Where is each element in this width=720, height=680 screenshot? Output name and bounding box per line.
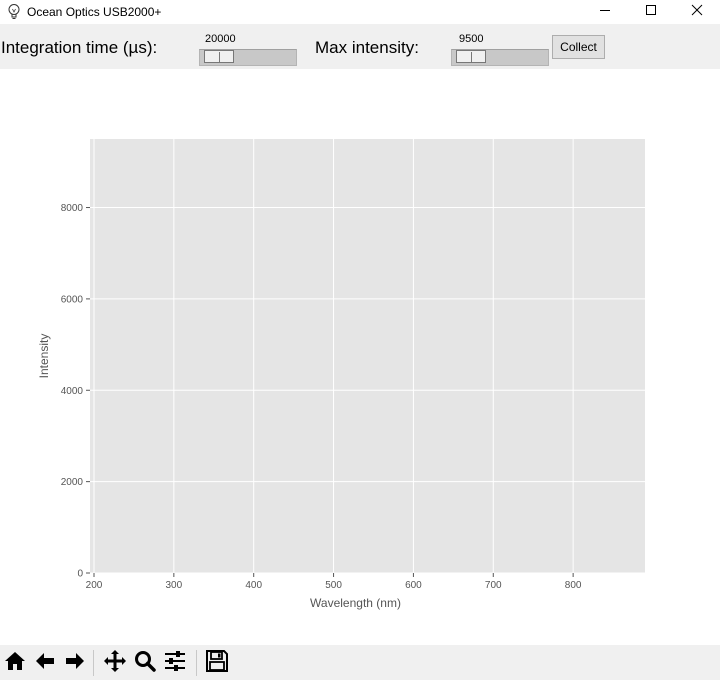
maximize-button[interactable] <box>628 0 674 24</box>
minimize-button[interactable] <box>582 0 628 24</box>
integration-time-slider[interactable] <box>199 49 297 66</box>
save-button[interactable] <box>203 649 231 677</box>
plot-area <box>90 139 645 573</box>
x-tick-label: 200 <box>86 580 103 591</box>
y-tick-label: 8000 <box>61 203 84 214</box>
integration-time-slider-handle[interactable] <box>204 50 234 63</box>
close-button[interactable] <box>674 0 720 24</box>
zoom-button[interactable] <box>131 649 159 677</box>
forward-arrow-icon <box>63 649 87 678</box>
home-icon <box>3 649 27 678</box>
navigation-toolbar <box>0 645 720 680</box>
subplots-config-icon <box>163 649 187 678</box>
plot-canvas[interactable]: 200 300 400 500 600 700 800 0 2000 4000 6000 8000 Wa… <box>0 69 720 645</box>
collect-button[interactable]: Collect <box>552 35 605 59</box>
lightbulb-icon <box>6 3 22 21</box>
y-tick-label: 6000 <box>61 294 84 305</box>
y-tick-label: 0 <box>77 569 83 580</box>
max-intensity-slider[interactable] <box>451 49 549 66</box>
y-tick-label: 2000 <box>61 477 84 488</box>
max-intensity-label: Max intensity: <box>315 38 419 57</box>
max-intensity-value: 9500 <box>459 33 484 45</box>
back-button[interactable] <box>31 649 59 677</box>
x-tick-label: 800 <box>565 580 582 591</box>
controls-panel: Integration time (µs): 20000 Max intensi… <box>0 24 720 69</box>
pan-button[interactable] <box>101 649 129 677</box>
y-tick-label: 4000 <box>61 386 84 397</box>
spectrum-chart: 200 300 400 500 600 700 80002000400060008000Wa… <box>37 139 645 610</box>
integration-time-label: Integration time (µs): <box>1 38 158 57</box>
max-intensity-slider-handle[interactable] <box>456 50 486 63</box>
save-icon <box>205 649 229 678</box>
toolbar-separator <box>93 650 94 676</box>
integration-time-value: 20000 <box>205 33 236 45</box>
forward-button[interactable] <box>61 649 89 677</box>
maximize-icon <box>645 3 657 21</box>
x-tick-label: 400 <box>245 580 262 591</box>
subplots-config-button[interactable] <box>161 649 189 677</box>
y-axis-label: Intensity <box>37 334 51 379</box>
toolbar-separator <box>196 650 197 676</box>
window-title: Ocean Optics USB2000+ <box>27 5 162 19</box>
title-bar: Ocean Optics USB2000+ <box>0 0 720 24</box>
x-tick-label: 500 <box>325 580 342 591</box>
zoom-icon <box>133 649 157 678</box>
back-arrow-icon <box>33 649 57 678</box>
x-axis-label: Wavelength (nm) <box>310 596 401 610</box>
home-button[interactable] <box>1 649 29 677</box>
x-tick-label: 300 <box>166 580 183 591</box>
close-icon <box>691 3 703 21</box>
pan-icon <box>103 649 127 678</box>
minimize-icon <box>599 3 611 21</box>
x-tick-label: 700 <box>485 580 502 591</box>
x-tick-label: 600 <box>405 580 422 591</box>
